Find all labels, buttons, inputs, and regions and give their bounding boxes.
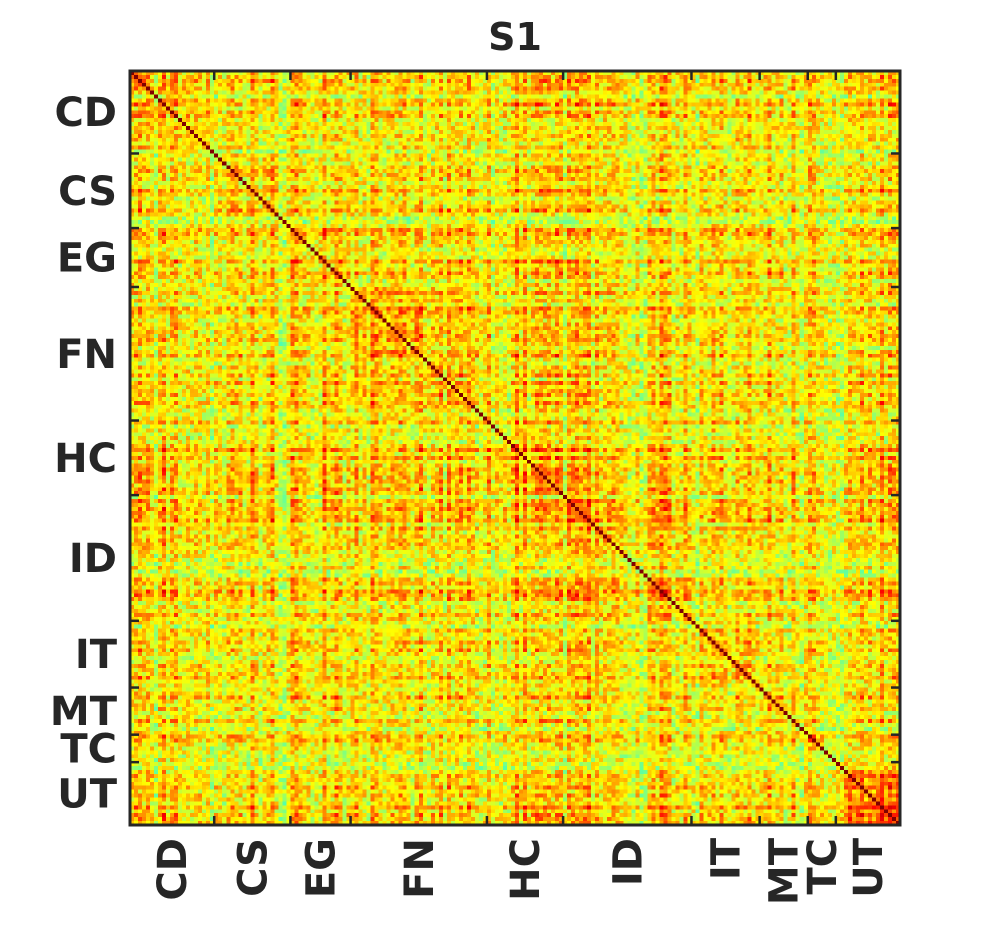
x-tick-label-id: ID xyxy=(605,838,651,886)
x-tick-label-it: IT xyxy=(704,837,750,880)
y-tick-label-id: ID xyxy=(69,536,117,582)
heatmap-cells xyxy=(130,71,900,825)
chart-title: S1 xyxy=(488,15,542,59)
x-tick-label-tc: TC xyxy=(800,838,846,895)
y-tick-label-eg: EG xyxy=(57,236,117,282)
x-tick-label-mt: MT xyxy=(762,837,808,905)
y-tick-label-cs: CS xyxy=(58,169,117,215)
x-tick-label-eg: EG xyxy=(298,838,344,898)
x-tick-label-hc: HC xyxy=(503,838,549,901)
y-tick-label-cd: CD xyxy=(54,90,117,136)
plot-frame xyxy=(128,69,902,827)
y-tick-label-hc: HC xyxy=(54,436,117,482)
x-tick-label-ut: UT xyxy=(846,837,892,897)
y-tick-label-it: IT xyxy=(75,632,118,678)
y-tick-label-mt: MT xyxy=(50,689,118,735)
plot-area xyxy=(128,69,902,827)
y-tick-label-fn: FN xyxy=(56,332,117,378)
x-tick-label-fn: FN xyxy=(397,838,443,899)
axis-ticks xyxy=(130,71,900,825)
x-tick-label-cd: CD xyxy=(150,838,196,901)
y-tick-label-tc: TC xyxy=(60,726,117,772)
y-tick-label-ut: UT xyxy=(57,772,117,818)
x-tick-label-cs: CS xyxy=(230,838,276,897)
